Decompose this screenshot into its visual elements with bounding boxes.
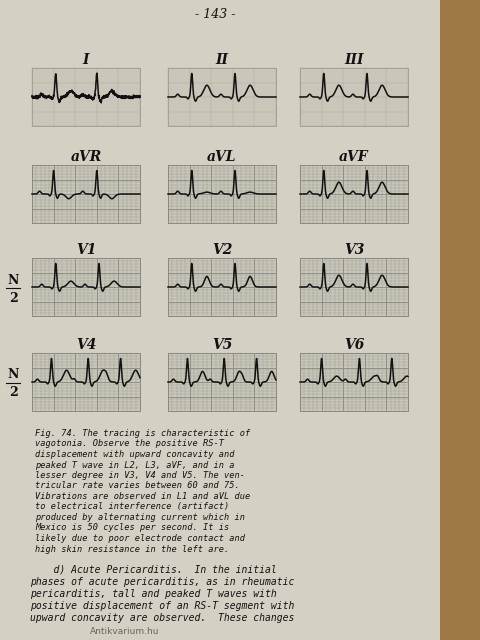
- Text: V2: V2: [212, 243, 232, 257]
- Bar: [300, 353, 408, 411]
- Text: to electrical interference (artifact): to electrical interference (artifact): [35, 502, 229, 511]
- Text: I: I: [83, 53, 89, 67]
- Text: 2: 2: [9, 291, 17, 305]
- Bar: [168, 258, 276, 316]
- Text: aVF: aVF: [339, 150, 369, 164]
- Text: Fig. 74. The tracing is characteristic of: Fig. 74. The tracing is characteristic o…: [35, 429, 250, 438]
- Text: V1: V1: [76, 243, 96, 257]
- Text: tricular rate varies between 60 and 75.: tricular rate varies between 60 and 75.: [35, 481, 240, 490]
- Text: V6: V6: [344, 338, 364, 352]
- Text: N: N: [7, 369, 19, 381]
- Text: peaked T wave in L2, L3, aVF, and in a: peaked T wave in L2, L3, aVF, and in a: [35, 461, 235, 470]
- Text: III: III: [344, 53, 364, 67]
- Bar: [168, 353, 276, 411]
- Text: II: II: [216, 53, 228, 67]
- Bar: [32, 258, 140, 316]
- Text: vagotonia. Observe the positive RS-T: vagotonia. Observe the positive RS-T: [35, 440, 224, 449]
- Text: aVR: aVR: [71, 150, 102, 164]
- Bar: [300, 68, 408, 126]
- Text: - 143 -: - 143 -: [195, 8, 235, 20]
- Text: positive displacement of an RS-T segment with: positive displacement of an RS-T segment…: [30, 601, 294, 611]
- Text: N: N: [7, 273, 19, 287]
- Text: produced by alternating current which in: produced by alternating current which in: [35, 513, 245, 522]
- Bar: [32, 165, 140, 223]
- Text: likely due to poor electrode contact and: likely due to poor electrode contact and: [35, 534, 245, 543]
- Bar: [440, 0, 480, 640]
- Text: lesser degree in V3, V4 and V5. The ven-: lesser degree in V3, V4 and V5. The ven-: [35, 471, 245, 480]
- Bar: [300, 258, 408, 316]
- Text: aVL: aVL: [207, 150, 237, 164]
- Text: V3: V3: [344, 243, 364, 257]
- Bar: [168, 165, 276, 223]
- Text: Vibrations are observed in L1 and aVL due: Vibrations are observed in L1 and aVL du…: [35, 492, 250, 501]
- Bar: [32, 353, 140, 411]
- Text: 2: 2: [9, 387, 17, 399]
- Text: Mexico is 50 cycles per second. It is: Mexico is 50 cycles per second. It is: [35, 524, 229, 532]
- Text: V4: V4: [76, 338, 96, 352]
- Text: upward concavity are observed.  These changes: upward concavity are observed. These cha…: [30, 613, 294, 623]
- Text: pericarditis, tall and peaked T waves with: pericarditis, tall and peaked T waves wi…: [30, 589, 277, 599]
- Text: Antikvarium.hu: Antikvarium.hu: [90, 627, 159, 637]
- Bar: [300, 165, 408, 223]
- Text: phases of acute pericarditis, as in rheumatic: phases of acute pericarditis, as in rheu…: [30, 577, 294, 587]
- Bar: [168, 68, 276, 126]
- Text: d) Acute Pericarditis.  In the initial: d) Acute Pericarditis. In the initial: [30, 565, 277, 575]
- Text: high skin resistance in the left are.: high skin resistance in the left are.: [35, 545, 229, 554]
- Text: displacement with upward concavity and: displacement with upward concavity and: [35, 450, 235, 459]
- Bar: [32, 68, 140, 126]
- Text: V5: V5: [212, 338, 232, 352]
